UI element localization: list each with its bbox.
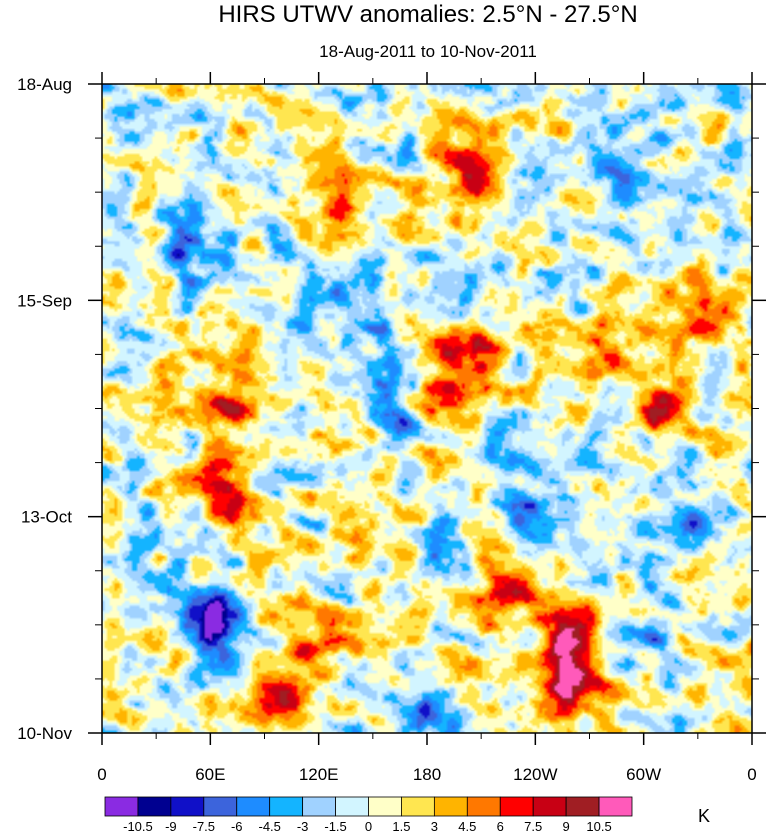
x-tick-label: 60W — [626, 765, 661, 784]
colorbar-label: 3 — [431, 819, 438, 834]
colorbar-label: -4.5 — [258, 819, 280, 834]
colorbar-box — [499, 796, 534, 817]
colorbar-box — [236, 796, 271, 817]
colorbar-label: 9 — [563, 819, 570, 834]
y-tick-label: 13-Oct — [21, 508, 72, 527]
x-tick-label: 0 — [747, 765, 756, 784]
colorbar-box — [565, 796, 600, 817]
y-tick-label: 18-Aug — [17, 75, 72, 94]
chart-subtitle: 18-Aug-2011 to 10-Nov-2011 — [319, 42, 537, 61]
y-tick-label: 10-Nov — [17, 724, 72, 743]
colorbar-label: 4.5 — [458, 819, 476, 834]
x-tick-label: 0 — [97, 765, 106, 784]
colorbar-label: 0 — [365, 819, 372, 834]
y-tick-label: 15-Sep — [17, 291, 72, 310]
colorbar-box — [302, 796, 336, 817]
x-tick-label: 120E — [299, 765, 339, 784]
colorbar-label: -10.5 — [123, 819, 153, 834]
colorbar-box — [532, 796, 567, 817]
x-tick-label: 60E — [195, 765, 225, 784]
colorbar-box — [335, 796, 369, 817]
plot-area — [101, 83, 753, 734]
colorbar-label: -9 — [165, 819, 177, 834]
x-tick-label: 180 — [413, 765, 441, 784]
colorbar-box — [466, 796, 501, 817]
colorbar-label: -3 — [297, 819, 309, 834]
x-tick-label: 120W — [513, 765, 557, 784]
colorbar-label: -1.5 — [324, 819, 346, 834]
colorbar-units: K — [698, 806, 710, 826]
anomaly-field — [102, 84, 752, 733]
x-axis: 0 60E 120E 180 120W 60W 0 — [97, 72, 757, 784]
colorbar-box — [368, 796, 402, 817]
colorbar-label: 6 — [497, 819, 504, 834]
colorbar-box — [137, 796, 172, 817]
y-axis: 18-Aug 15-Sep 13-Oct 10-Nov — [17, 75, 766, 743]
colorbar: -10.5 -9 -7.5 -6 -4.5 -3 -1.5 0 1.5 3 4.5 6 7.5 9 10.5 — [104, 796, 633, 834]
colorbar-label: -6 — [231, 819, 243, 834]
colorbar-box — [433, 796, 468, 817]
colorbar-box — [401, 796, 435, 817]
chart-title: HIRS UTWV anomalies: 2.5°N - 27.5°N — [218, 1, 637, 28]
colorbar-box — [269, 796, 304, 817]
colorbar-label: -7.5 — [193, 819, 215, 834]
colorbar-label: 1.5 — [392, 819, 410, 834]
colorbar-box — [104, 796, 139, 817]
colorbar-box — [170, 796, 205, 817]
colorbar-box — [598, 796, 633, 817]
colorbar-box — [203, 796, 238, 817]
colorbar-label: 7.5 — [524, 819, 542, 834]
colorbar-label: 10.5 — [586, 819, 611, 834]
